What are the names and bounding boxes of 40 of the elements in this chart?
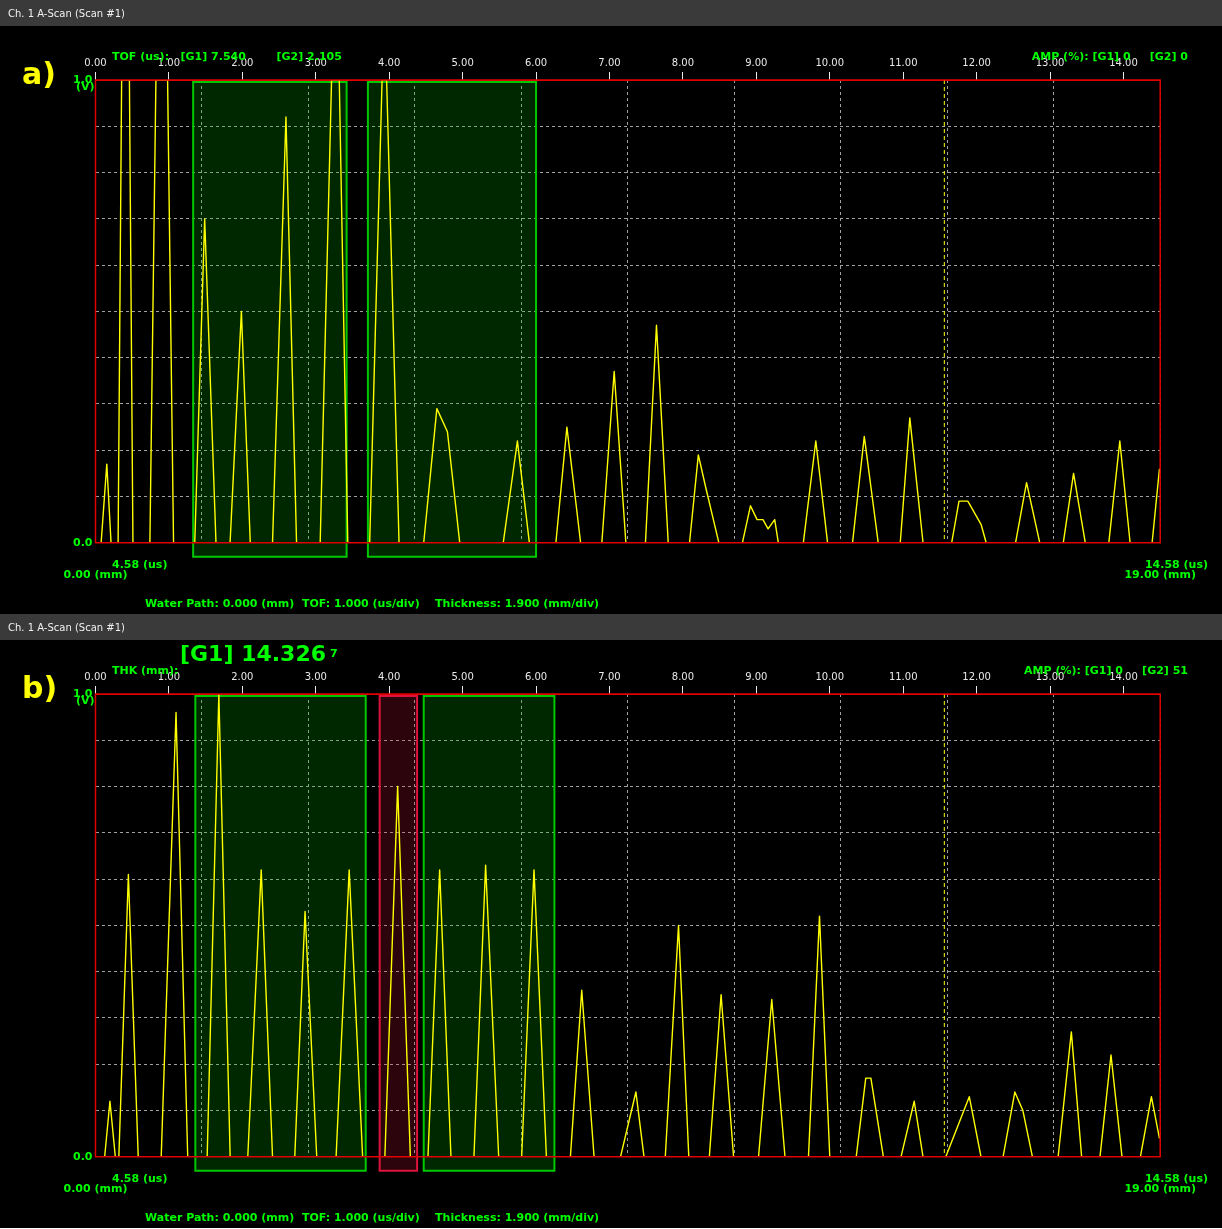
chart-title: Ch. 1 A-Scan (Scan #1) [8,8,125,19]
x-tick-label: 7.00 [598,670,621,682]
x2-tick-label: 0.00 (mm) [63,1182,128,1196]
y-tick-label: 0.0 [72,535,93,549]
x-tick-label: 9.00 [745,670,768,682]
text: Water Path: 0.000 (mm) TOF: 1.000 (us/div) Thickness: 1.900 (mm/div) [145,1211,600,1224]
x-tick-label: 5.00 [451,670,474,682]
text: 7 [330,647,338,660]
x-tick-label: 4.00 [378,670,401,682]
x-tick-label: 12.00 [962,670,991,682]
y-tick-label: 0.0 [72,1149,93,1163]
chart-title: Ch. 1 A-Scan (Scan #1) [8,622,125,633]
x-tick-label: 0.00 [84,670,107,682]
x-tick-label: 6.00 [524,56,548,68]
x2-tick-label: 19.00 (mm) [1124,568,1196,582]
chart-subtitle: b) [22,670,58,705]
chart-subtitle: a) [22,56,56,91]
x2-tick-label: 19.00 (mm) [1124,1182,1196,1196]
x-tick-label: 11.00 [888,670,918,682]
x-tick-label: 2.00 [231,670,254,682]
text: 14.58 (us) [1144,558,1208,571]
x-tick-label: 10.00 [815,56,845,68]
text: 4.58 (us) [112,1172,168,1185]
x-tick-label: 0.00 [84,56,107,68]
x2-tick-label: 0.00 (mm) [63,568,128,582]
x-tick-label: 10.00 [815,670,845,682]
text: 4.58 (us) [112,558,168,571]
x-tick-label: 12.00 [962,56,991,68]
x-tick-label: 5.00 [451,56,474,68]
text: 14.58 (us) [1144,1172,1208,1185]
x-tick-label: 3.00 [304,670,327,682]
text: Water Path: 0.000 (mm) TOF: 1.000 (us/div) Thickness: 1.900 (mm/div) [145,597,600,610]
x-tick-label: 4.00 [378,56,401,68]
x-tick-label: 8.00 [671,670,695,682]
text: [G1] 14.326 [180,641,327,666]
x-tick-label: 9.00 [745,56,768,68]
x-tick-label: 6.00 [524,670,548,682]
x-tick-label: 8.00 [671,56,695,68]
x-tick-label: 7.00 [598,56,621,68]
x-tick-label: 11.00 [888,56,918,68]
